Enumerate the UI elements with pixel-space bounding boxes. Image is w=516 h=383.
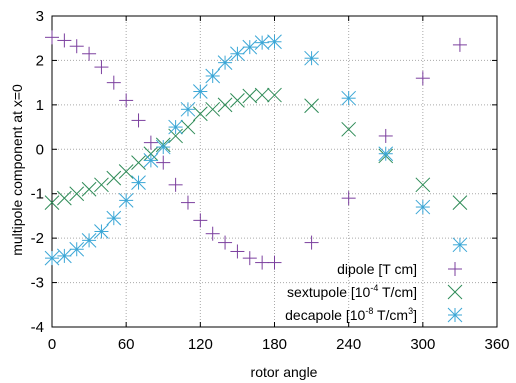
data-point — [452, 37, 467, 52]
data-point — [267, 255, 282, 270]
data-point — [119, 93, 134, 108]
legend-label: sextupole [10-4 T/cm] — [287, 283, 417, 300]
legend: dipole [T cm] sextupole [10-4 T/cm] decapo… — [285, 261, 463, 323]
data-point — [193, 213, 208, 228]
data-point — [69, 186, 85, 202]
data-point — [57, 33, 72, 48]
x-tick-label: 180 — [262, 336, 287, 353]
data-point — [106, 75, 121, 90]
data-point — [94, 60, 109, 75]
legend-label: dipole [T cm] — [337, 261, 417, 277]
data-point — [242, 39, 258, 55]
x-tick-label: 240 — [336, 336, 361, 353]
x-tick-label: 0 — [48, 336, 56, 353]
data-point — [81, 181, 97, 197]
data-point — [94, 177, 109, 193]
legend-marker — [448, 262, 462, 276]
y-tick-label: -3 — [31, 275, 44, 292]
data-point — [180, 119, 196, 135]
data-point — [180, 195, 195, 210]
data-point — [205, 226, 220, 241]
data-point — [230, 93, 245, 108]
data-point — [267, 34, 282, 50]
data-point — [118, 193, 134, 208]
data-point — [155, 139, 171, 155]
y-axis-label: multipole component at x=0 — [9, 84, 25, 256]
data-point — [106, 170, 122, 186]
data-point — [82, 46, 97, 61]
y-tick-label: -2 — [31, 230, 44, 247]
series-star — [44, 34, 468, 266]
series-plus — [45, 30, 467, 270]
data-point — [69, 241, 85, 257]
axis-ticks: 0 60 120 180 240 300 360 -4 -3 -2 -1 0 1 2 3 — [31, 8, 510, 353]
data-point — [452, 195, 468, 210]
data-point — [131, 155, 146, 170]
data-point — [415, 199, 431, 215]
data-point — [230, 244, 245, 259]
data-point — [254, 87, 270, 103]
y-tick-label: 1 — [36, 97, 44, 114]
data-point — [452, 237, 468, 253]
data-point — [143, 135, 158, 150]
data-point — [304, 235, 319, 250]
data-point — [205, 101, 221, 117]
y-tick-label: -1 — [31, 186, 44, 203]
y-tick-label: 3 — [36, 8, 44, 25]
legend-marker — [447, 284, 463, 300]
x-tick-label: 360 — [484, 336, 509, 353]
data-point — [168, 177, 183, 192]
data-point — [106, 210, 122, 226]
data-point — [304, 50, 319, 66]
x-tick-label: 300 — [410, 336, 435, 353]
x-tick-label: 60 — [118, 336, 135, 353]
y-tick-label: 0 — [36, 141, 44, 158]
data-point — [131, 113, 146, 128]
data-point — [415, 177, 431, 193]
data-point — [341, 191, 356, 206]
data-point — [415, 71, 430, 86]
legend-label: decapole [10-8 T/cm3] — [285, 306, 417, 323]
data-point — [254, 35, 270, 51]
data-point — [267, 87, 282, 103]
data-point — [57, 190, 72, 206]
data-point — [45, 30, 59, 45]
data-point — [143, 153, 159, 168]
x-axis-label: rotor angle — [251, 364, 318, 380]
data-marks — [44, 30, 468, 270]
data-point — [156, 155, 171, 170]
y-tick-label: 2 — [36, 52, 44, 69]
data-point — [180, 101, 196, 117]
data-point — [205, 68, 221, 84]
data-point — [44, 250, 60, 266]
data-point — [57, 248, 72, 264]
data-point — [131, 175, 146, 190]
data-point — [255, 255, 270, 270]
data-point — [378, 146, 394, 162]
data-point — [304, 98, 319, 114]
data-point — [341, 121, 357, 137]
data-point — [217, 97, 233, 113]
data-point — [192, 84, 208, 99]
x-tick-label: 120 — [188, 336, 213, 353]
data-point — [69, 39, 84, 54]
data-point — [341, 90, 357, 106]
data-point — [230, 46, 245, 62]
data-point — [192, 106, 208, 122]
data-point — [378, 128, 393, 143]
grid — [52, 16, 497, 327]
data-point — [242, 251, 257, 266]
legend-marker — [447, 307, 463, 323]
data-point — [81, 233, 97, 248]
data-point — [118, 164, 134, 179]
data-point — [168, 119, 183, 135]
data-point — [44, 195, 60, 210]
data-point — [242, 88, 258, 104]
y-tick-label: -4 — [31, 319, 44, 336]
data-point — [94, 224, 109, 239]
data-point — [217, 55, 233, 71]
data-point — [218, 235, 233, 250]
